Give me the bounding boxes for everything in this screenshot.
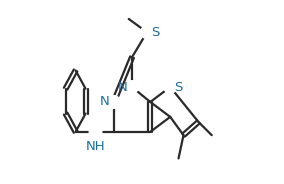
Circle shape bbox=[89, 125, 102, 138]
Text: N: N bbox=[118, 81, 128, 93]
Circle shape bbox=[164, 81, 177, 93]
Text: S: S bbox=[151, 26, 160, 39]
Text: S: S bbox=[174, 81, 183, 93]
Circle shape bbox=[107, 96, 120, 108]
Circle shape bbox=[126, 81, 138, 93]
Text: N: N bbox=[100, 95, 110, 108]
Circle shape bbox=[141, 26, 153, 38]
Text: NH: NH bbox=[86, 140, 105, 153]
